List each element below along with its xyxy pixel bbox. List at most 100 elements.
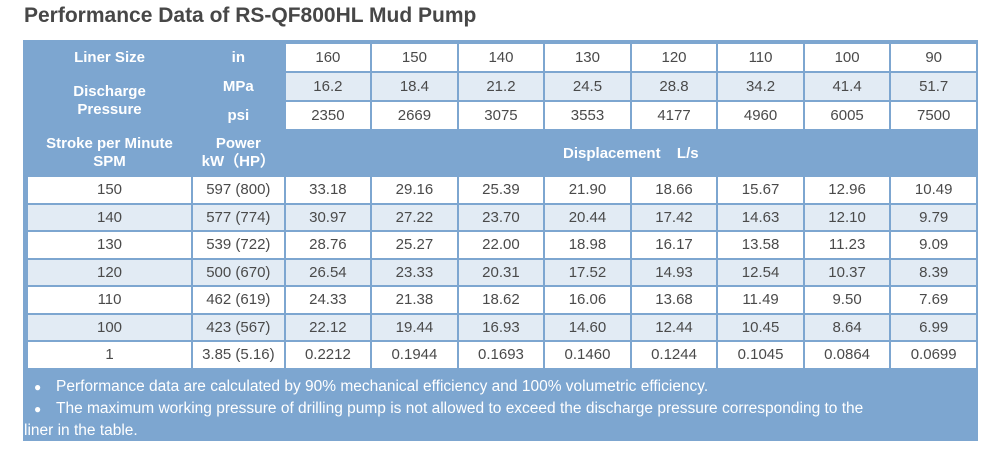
note-1-text: Performance data are calculated by 90% m… bbox=[56, 378, 709, 395]
displacement-cell: 33.18 bbox=[285, 177, 371, 203]
table-row: 140 577 (774) 30.97 27.22 23.70 20.44 17.42 14.… bbox=[28, 204, 976, 230]
displacement-cell: 19.44 bbox=[372, 314, 457, 340]
note-1: ● Performance data are calculated by 90% … bbox=[34, 376, 964, 398]
psi-row: psi 2350 2669 3075 3553 4177 4960 6005 7… bbox=[28, 102, 976, 129]
liner-size-cell: 100 bbox=[804, 44, 890, 71]
displacement-cell: 14.60 bbox=[545, 314, 630, 340]
psi-unit: psi bbox=[193, 102, 284, 129]
mpa-cell: 16.2 bbox=[285, 73, 371, 100]
displacement-cell: 18.66 bbox=[631, 177, 717, 203]
displacement-cell: 26.54 bbox=[285, 259, 371, 285]
displacement-label: Displacement L/s bbox=[285, 131, 976, 175]
mpa-cell: 21.2 bbox=[458, 73, 544, 100]
displacement-cell: 12.96 bbox=[804, 177, 890, 203]
bullet-icon: ● bbox=[34, 380, 42, 394]
displacement-cell: 21.38 bbox=[372, 287, 457, 313]
psi-cell: 2350 bbox=[285, 102, 371, 129]
displacement-cell: 27.22 bbox=[372, 204, 457, 230]
displacement-cell: 23.70 bbox=[458, 204, 544, 230]
displacement-cell: 18.62 bbox=[458, 287, 544, 313]
table-row: 110 462 (619) 24.33 21.38 18.62 16.06 13.68 11.… bbox=[28, 287, 976, 313]
power-cell: 539 (722) bbox=[193, 232, 284, 258]
displacement-cell: 0.0864 bbox=[804, 342, 890, 368]
psi-cell: 6005 bbox=[804, 102, 890, 129]
mpa-cell: 24.5 bbox=[545, 73, 630, 100]
displacement-cell: 10.49 bbox=[891, 177, 976, 203]
table-row: 150 597 (800) 33.18 29.16 25.39 21.90 18.66 15.… bbox=[28, 177, 976, 203]
power-label-line1: Power bbox=[215, 135, 261, 152]
mpa-cell: 28.8 bbox=[631, 73, 717, 100]
displacement-cell: 10.37 bbox=[804, 259, 890, 285]
displacement-cell: 11.49 bbox=[718, 287, 803, 313]
displacement-cell: 0.1460 bbox=[545, 342, 630, 368]
displacement-cell: 18.98 bbox=[545, 232, 630, 258]
power-label: Power kW（HP） bbox=[193, 131, 284, 175]
displacement-cell: 13.58 bbox=[718, 232, 803, 258]
liner-size-cell: 130 bbox=[545, 44, 630, 71]
notes: ● Performance data are calculated by 90% … bbox=[24, 376, 964, 441]
liner-size-cell: 90 bbox=[891, 44, 976, 71]
mpa-cell: 34.2 bbox=[718, 73, 803, 100]
displacement-cell: 29.16 bbox=[372, 177, 457, 203]
displacement-cell: 0.1045 bbox=[718, 342, 803, 368]
power-label-line2: kW（HP） bbox=[201, 153, 275, 170]
displacement-cell: 30.97 bbox=[285, 204, 371, 230]
table-row: 1 3.85 (5.16) 0.2212 0.1944 0.1693 0.1460 0.12… bbox=[28, 342, 976, 368]
displacement-cell: 0.1693 bbox=[458, 342, 544, 368]
displacement-cell: 21.90 bbox=[545, 177, 630, 203]
liner-size-cell: 120 bbox=[631, 44, 717, 71]
displacement-cell: 0.1944 bbox=[372, 342, 457, 368]
displacement-cell: 23.33 bbox=[372, 259, 457, 285]
psi-cell: 7500 bbox=[891, 102, 976, 129]
displacement-cell: 15.67 bbox=[718, 177, 803, 203]
power-cell: 462 (619) bbox=[193, 287, 284, 313]
displacement-cell: 28.76 bbox=[285, 232, 371, 258]
psi-cell: 2669 bbox=[372, 102, 457, 129]
displacement-cell: 0.2212 bbox=[285, 342, 371, 368]
psi-cell: 3075 bbox=[458, 102, 544, 129]
liner-size-cell: 160 bbox=[285, 44, 371, 71]
displacement-cell: 13.68 bbox=[631, 287, 717, 313]
stroke-label-line2: SPM bbox=[93, 153, 126, 170]
spm-cell: 150 bbox=[28, 177, 192, 203]
power-cell: 577 (774) bbox=[193, 204, 284, 230]
displacement-cell: 16.17 bbox=[631, 232, 717, 258]
mpa-row: Discharge Pressure MPa 16.2 18.4 21.2 24… bbox=[28, 73, 976, 129]
displacement-cell: 14.93 bbox=[631, 259, 717, 285]
psi-cell: 4177 bbox=[631, 102, 717, 129]
displacement-cell: 22.12 bbox=[285, 314, 371, 340]
displacement-cell: 25.27 bbox=[372, 232, 457, 258]
spm-cell: 130 bbox=[28, 232, 192, 258]
stroke-label-line1: Stroke per Minute bbox=[46, 135, 173, 152]
spm-cell: 120 bbox=[28, 259, 192, 285]
note-2-text: The maximum working pressure of drilling… bbox=[56, 400, 864, 417]
note-2: ● The maximum working pressure of drillin… bbox=[34, 398, 964, 420]
displacement-cell: 11.23 bbox=[804, 232, 890, 258]
spm-cell: 1 bbox=[28, 342, 192, 368]
discharge-pressure-label: Discharge Pressure bbox=[28, 73, 192, 129]
psi-cell: 4960 bbox=[718, 102, 803, 129]
power-cell: 597 (800) bbox=[193, 177, 284, 203]
bullet-icon: ● bbox=[34, 402, 42, 416]
displacement-cell: 8.64 bbox=[804, 314, 890, 340]
displacement-cell: 9.09 bbox=[891, 232, 976, 258]
liner-size-label: Liner Size bbox=[28, 44, 192, 71]
liner-size-cell: 150 bbox=[372, 44, 457, 71]
displacement-cell: 20.31 bbox=[458, 259, 544, 285]
displacement-cell: 16.06 bbox=[545, 287, 630, 313]
mpa-cell: 18.4 bbox=[372, 73, 457, 100]
displacement-cell: 12.54 bbox=[718, 259, 803, 285]
mpa-unit: MPa bbox=[193, 73, 284, 100]
liner-unit: in bbox=[193, 44, 284, 71]
liner-size-cell: 110 bbox=[718, 44, 803, 71]
displacement-cell: 0.1244 bbox=[631, 342, 717, 368]
displacement-cell: 22.00 bbox=[458, 232, 544, 258]
table-row: 130 539 (722) 28.76 25.27 22.00 18.98 16.17 13.… bbox=[28, 232, 976, 258]
displacement-cell: 0.0699 bbox=[891, 342, 976, 368]
displacement-cell: 17.42 bbox=[631, 204, 717, 230]
spm-cell: 140 bbox=[28, 204, 192, 230]
power-cell: 3.85 (5.16) bbox=[193, 342, 284, 368]
displacement-cell: 14.63 bbox=[718, 204, 803, 230]
stroke-per-minute-label: Stroke per Minute SPM bbox=[28, 131, 192, 175]
